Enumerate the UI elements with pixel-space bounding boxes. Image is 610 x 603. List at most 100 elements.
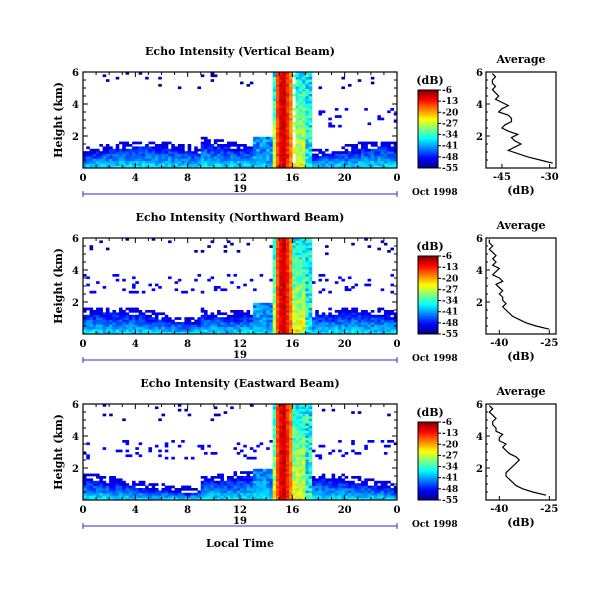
echo-cell — [289, 108, 293, 111]
echo-cell — [240, 483, 244, 486]
echo-cell — [253, 310, 257, 313]
echo-cell — [118, 449, 123, 453]
echo-cell — [230, 160, 234, 164]
echo-cell — [338, 156, 342, 159]
echo-cell — [269, 160, 274, 164]
echo-cell — [275, 326, 280, 330]
echo-cell — [298, 298, 303, 301]
echo-cell — [138, 329, 143, 332]
echo-cell — [246, 146, 251, 150]
echo-cell — [279, 88, 283, 92]
echo-cell — [223, 322, 228, 325]
echo-cell — [377, 488, 381, 491]
echo-cell — [305, 490, 309, 494]
echo-cell — [210, 72, 215, 75]
echo-cell — [341, 497, 345, 501]
echo-cell — [115, 483, 120, 486]
echo-cell — [334, 324, 339, 328]
echo-cell — [285, 146, 290, 150]
echo-cell — [282, 288, 287, 292]
x-tick-label: 0 — [394, 173, 401, 184]
echo-cell — [279, 278, 283, 282]
echo-cell — [275, 238, 280, 241]
echo-cell — [289, 281, 293, 284]
echo-cell — [151, 165, 156, 169]
echo-cell — [135, 319, 139, 323]
echo-cell — [200, 310, 205, 313]
echo-cell — [275, 329, 280, 332]
echo-cell — [305, 459, 309, 462]
echo-cell — [86, 456, 90, 460]
echo-cell — [158, 495, 162, 498]
echo-cell — [272, 430, 277, 434]
echo-cell — [148, 329, 152, 332]
echo-cell — [334, 310, 339, 313]
echo-cell — [213, 483, 218, 486]
echo-cell — [292, 440, 296, 443]
echo-cell — [256, 471, 260, 474]
echo-cell — [194, 165, 198, 169]
echo-cell — [305, 418, 309, 422]
echo-cell — [347, 165, 352, 169]
echo-cell — [83, 497, 87, 501]
echo-cell — [102, 317, 107, 320]
echo-cell — [367, 314, 372, 318]
echo-cell — [305, 79, 309, 82]
echo-cell — [197, 317, 202, 320]
echo-cell — [302, 139, 306, 142]
echo-cell — [370, 310, 375, 313]
echo-cell — [92, 151, 97, 154]
colorbar-segment — [418, 312, 438, 315]
echo-cell — [272, 274, 277, 277]
echo-cell — [298, 418, 303, 422]
echo-cell — [295, 288, 300, 292]
echo-cell — [308, 112, 313, 116]
echo-cell — [96, 312, 100, 316]
echo-cell — [233, 314, 238, 318]
echo-cell — [275, 103, 280, 106]
echo-cell — [105, 165, 110, 169]
echo-cell — [187, 317, 192, 320]
profile-line — [491, 73, 553, 164]
echo-cell — [223, 495, 228, 498]
echo-cell — [282, 134, 287, 138]
echo-cell — [171, 160, 175, 164]
echo-cell — [246, 165, 251, 169]
echo-cell — [83, 485, 87, 489]
echo-cell — [302, 495, 306, 498]
echo-cell — [246, 492, 251, 496]
echo-cell — [230, 141, 234, 145]
echo-cell — [118, 485, 123, 489]
echo-cell — [233, 324, 238, 328]
echo-cell — [318, 278, 323, 282]
echo-cell — [83, 492, 87, 496]
echo-cell — [148, 148, 152, 152]
echo-cell — [292, 466, 296, 470]
echo-cell — [240, 497, 244, 501]
echo-cell — [240, 476, 244, 479]
echo-cell — [351, 326, 355, 330]
echo-cell — [187, 153, 192, 157]
echo-cell — [275, 447, 280, 450]
echo-cell — [279, 91, 283, 94]
echo-cell — [289, 314, 293, 318]
echo-cell — [272, 293, 277, 296]
echo-cell — [370, 158, 375, 162]
echo-cell — [328, 124, 332, 128]
echo-cell — [256, 468, 260, 472]
echo-cell — [298, 245, 303, 248]
echo-cell — [351, 317, 355, 320]
echo-cell — [272, 240, 277, 244]
echo-cell — [275, 473, 280, 477]
echo-cell — [151, 490, 156, 494]
echo-cell — [298, 416, 303, 419]
echo-cell — [279, 259, 283, 263]
echo-cell — [331, 449, 336, 453]
echo-cell — [393, 163, 398, 166]
echo-cell — [125, 319, 130, 323]
echo-cell — [311, 165, 316, 169]
echo-cell — [96, 488, 100, 491]
echo-cell — [302, 432, 306, 436]
echo-cell — [298, 312, 303, 316]
echo-cell — [246, 476, 251, 479]
